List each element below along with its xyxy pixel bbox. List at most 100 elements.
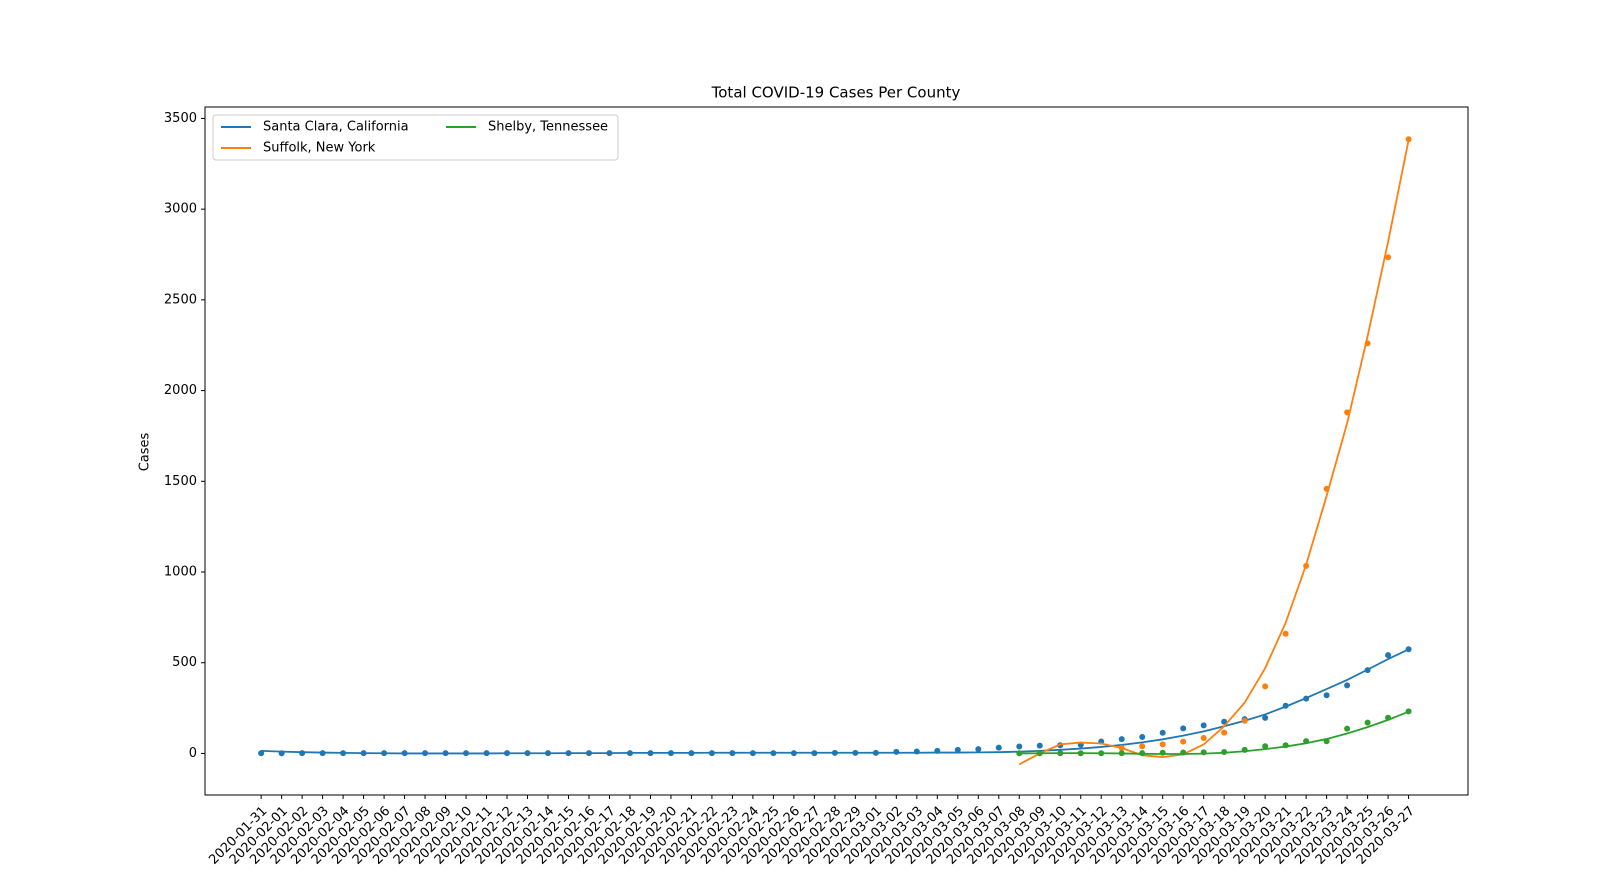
data-point [1180, 725, 1187, 732]
data-point [1139, 733, 1146, 740]
data-point [1405, 646, 1412, 653]
data-point [1303, 562, 1310, 569]
data-point [1405, 708, 1412, 715]
data-point [1016, 750, 1023, 757]
data-point [1262, 743, 1269, 750]
data-point [442, 750, 449, 757]
y-tick-label: 3000 [164, 202, 197, 217]
fit-line [1018, 140, 1410, 766]
data-point [1057, 750, 1064, 757]
y-tick-label: 0 [189, 746, 197, 761]
y-tick-label: 2500 [164, 292, 197, 307]
data-point [647, 750, 654, 757]
data-point [1200, 722, 1207, 729]
data-point [1282, 702, 1289, 709]
data-point [1200, 735, 1207, 742]
data-point [1323, 692, 1330, 699]
data-point [504, 750, 511, 757]
data-point [913, 748, 920, 755]
data-point [626, 750, 633, 757]
data-point [1262, 683, 1269, 690]
data-point [708, 750, 715, 757]
y-tick-label: 1500 [164, 474, 197, 489]
data-point [319, 750, 326, 757]
data-point [1405, 136, 1412, 143]
data-point [1385, 714, 1392, 721]
data-point [606, 750, 613, 757]
data-point [667, 750, 674, 757]
data-point [1221, 749, 1228, 755]
data-point [1016, 743, 1023, 750]
data-point [1303, 738, 1310, 745]
data-point [278, 750, 285, 757]
data-point [1364, 340, 1371, 347]
y-axis-label: Cases [138, 432, 153, 471]
data-point [1159, 741, 1166, 748]
data-point [1180, 749, 1187, 756]
data-point [1118, 745, 1125, 752]
y-tick-label: 3500 [164, 111, 197, 126]
data-point [524, 750, 531, 757]
data-point [1323, 485, 1330, 492]
data-point [299, 750, 306, 757]
data-point [1118, 750, 1125, 757]
data-point [1344, 682, 1351, 689]
data-point [381, 750, 388, 757]
data-point [1139, 743, 1146, 750]
data-point [340, 750, 347, 757]
data-point [1303, 695, 1310, 702]
data-point [831, 749, 838, 756]
data-point [1262, 714, 1269, 721]
data-point [1344, 409, 1351, 416]
data-point [975, 746, 982, 753]
data-point [463, 750, 470, 757]
data-point [1200, 749, 1207, 756]
y-tick-label: 1000 [164, 565, 197, 580]
data-point [893, 748, 900, 755]
data-point [1241, 746, 1248, 753]
data-point [1282, 742, 1289, 749]
y-tick-label: 500 [172, 655, 197, 670]
data-point [401, 750, 408, 757]
data-point [1385, 254, 1392, 261]
plot-frame [204, 106, 1469, 796]
y-tick-label: 2000 [164, 383, 197, 398]
data-point [1344, 725, 1351, 732]
legend-label: Suffolk, New York [263, 141, 376, 156]
data-point [545, 750, 552, 757]
data-point [360, 750, 367, 757]
data-point [934, 747, 941, 754]
data-point [688, 750, 695, 757]
data-point [995, 744, 1002, 751]
data-point [872, 749, 879, 756]
data-point [1364, 667, 1371, 674]
data-point [954, 746, 961, 753]
data-point [483, 750, 490, 757]
data-point [852, 749, 859, 756]
data-point [1118, 736, 1125, 743]
fit-line [1019, 710, 1409, 755]
data-point [729, 750, 736, 757]
data-point [1036, 750, 1043, 757]
data-point [1221, 729, 1228, 736]
data-point [585, 750, 592, 757]
data-point [770, 750, 777, 757]
data-point [1180, 738, 1187, 745]
chart-title: Total COVID-19 Cases Per County [711, 84, 961, 102]
fit-line [261, 648, 1409, 755]
data-point [1385, 652, 1392, 659]
data-point [811, 750, 818, 757]
legend-box [212, 114, 619, 161]
data-point [422, 750, 429, 757]
legend-label: Shelby, Tennessee [488, 120, 608, 135]
data-point [1323, 738, 1330, 745]
data-point [1077, 750, 1084, 757]
data-point [1036, 742, 1043, 749]
legend-label: Santa Clara, California [263, 120, 409, 135]
data-point [258, 750, 265, 757]
data-point [1139, 750, 1146, 757]
data-point [1159, 729, 1166, 736]
data-point [1098, 750, 1105, 757]
legend: Santa Clara, California Suffolk, New York… [212, 114, 619, 161]
